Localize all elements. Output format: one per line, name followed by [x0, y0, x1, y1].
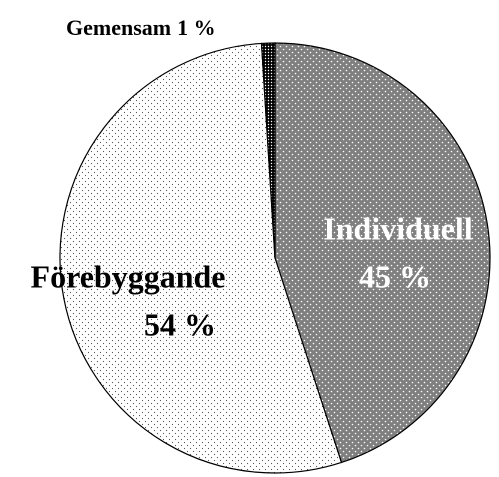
slice-name: Individuell [323, 210, 473, 246]
slice-value-label: 1 % [177, 15, 216, 40]
slice-value-label: 45 % [359, 258, 431, 294]
slice-name: Gemensam [66, 15, 171, 40]
slice-name: Förebyggande [31, 258, 226, 294]
pie-slice-pattern [59, 42, 343, 474]
slice-value-label: 54 % [144, 306, 216, 342]
pie-slice-pattern [260, 42, 276, 259]
pie-slice-pattern [274, 42, 491, 464]
